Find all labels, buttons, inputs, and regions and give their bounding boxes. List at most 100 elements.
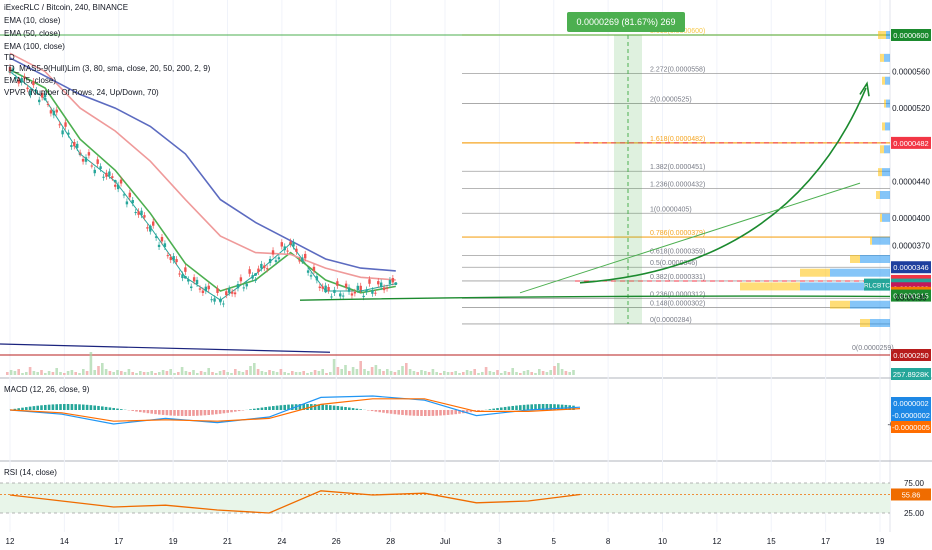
- candle-body: [40, 93, 44, 98]
- macd-series-macd[interactable]: [9, 395, 581, 425]
- volume-bar: [519, 373, 522, 375]
- macd-histogram-bar: [553, 404, 556, 410]
- support-curve[interactable]: [299, 295, 891, 301]
- indicator-ema100[interactable]: EMA (100, close): [4, 42, 65, 51]
- candle-body: [8, 67, 12, 72]
- candle-body: [341, 295, 345, 297]
- candle-body: [385, 287, 389, 289]
- macd-histogram-bar: [515, 405, 518, 410]
- rsi-title[interactable]: RSI (14, close): [4, 468, 57, 477]
- price-series-ema-50-close-[interactable]: [9, 52, 396, 281]
- x-axis-label: 19: [169, 537, 178, 546]
- macd-histogram-bar: [101, 406, 104, 410]
- candle-body: [201, 290, 205, 294]
- macd-histogram-bar: [70, 404, 74, 410]
- candle-body: [102, 176, 105, 178]
- rsi-axis-tick-75: 75.00: [904, 479, 925, 488]
- volume-bar: [89, 352, 93, 375]
- volume-tag: 257.8928K: [893, 370, 929, 379]
- price-series-ema-100-close-[interactable]: [9, 57, 396, 272]
- candle-body: [330, 296, 333, 298]
- rsi-series[interactable]: [9, 490, 581, 514]
- indicator-ema50[interactable]: EMA (50, close): [4, 29, 61, 38]
- volume-bar: [492, 372, 495, 375]
- macd-histogram-bar: [530, 404, 533, 410]
- volume-bar: [226, 372, 229, 375]
- vpvr-bar-down: [882, 168, 890, 177]
- volume-bar: [477, 373, 480, 375]
- macd-histogram-bar: [344, 406, 347, 410]
- macd-histogram-bar: [287, 404, 290, 410]
- macd-histogram-bar: [218, 410, 222, 414]
- macd-histogram-bar: [268, 406, 271, 410]
- macd-histogram-bar: [230, 410, 233, 413]
- candle-body: [17, 79, 20, 84]
- macd-histogram-bar: [131, 410, 134, 411]
- macd-histogram-bar: [427, 410, 431, 416]
- candle-body: [298, 260, 301, 262]
- indicator-td[interactable]: TD: [4, 53, 15, 62]
- candle-body: [227, 288, 231, 293]
- volume-bar: [139, 371, 142, 375]
- candle-body: [52, 110, 56, 116]
- macd-histogram-bar: [188, 410, 191, 416]
- indicator-vpvr[interactable]: VPVR (Number Of Rows, 24, Up/Down, 70): [4, 88, 159, 97]
- macd-histogram-bar: [234, 410, 237, 412]
- volume-bar: [234, 369, 237, 375]
- vpvr-bar-up: [830, 300, 850, 309]
- candle-body: [172, 256, 175, 261]
- macd-histogram-bar: [538, 404, 541, 410]
- candle-body: [277, 257, 281, 260]
- vpvr-bar-up: [880, 213, 882, 222]
- volume-bar: [367, 371, 370, 375]
- volume-bar: [351, 367, 355, 375]
- vpvr-bar-up: [876, 191, 880, 199]
- volume-bar: [329, 372, 332, 375]
- macd-histogram-bar: [222, 410, 226, 414]
- volume-bar: [538, 369, 541, 375]
- projection-line[interactable]: [519, 182, 861, 294]
- candle-body: [356, 285, 359, 291]
- x-axis-label: 19: [876, 537, 885, 546]
- volume-bar: [344, 365, 347, 375]
- macd-histogram-bar: [560, 404, 564, 410]
- macd-histogram-bar: [500, 407, 503, 410]
- trendline-descending[interactable]: [0, 343, 331, 353]
- macd-histogram-bar: [439, 410, 442, 416]
- candle-body: [96, 159, 99, 164]
- volume-bar: [439, 373, 442, 375]
- projection-arrow-curve[interactable]: [579, 87, 867, 284]
- vpvr-bar-up: [878, 168, 882, 177]
- candle-body: [87, 152, 91, 156]
- price-series-ema-10-close-[interactable]: [9, 68, 396, 294]
- macd-title[interactable]: MACD (12, 26, close, 9): [4, 385, 90, 394]
- price-axis-tick: 0.0000520: [892, 104, 930, 113]
- x-axis-label: 21: [223, 537, 232, 546]
- indicator-ema10[interactable]: EMA (10, close): [4, 16, 61, 25]
- x-axis-label: 24: [277, 537, 286, 546]
- macd-histogram-bar: [211, 410, 214, 415]
- candle-body: [143, 215, 146, 218]
- candle-body: [321, 286, 324, 289]
- vpvr-bar-down: [885, 76, 890, 85]
- macd-histogram-bar: [25, 407, 28, 410]
- volume-bar: [120, 371, 123, 375]
- candle-body: [315, 276, 319, 281]
- volume-bar: [196, 373, 199, 375]
- indicator-ema5[interactable]: EMA (5, close): [4, 76, 56, 85]
- candle-body: [181, 274, 184, 279]
- candle-body: [114, 184, 117, 187]
- macd-histogram-bar: [450, 410, 454, 415]
- macd-histogram-bar: [17, 408, 20, 410]
- candle-body: [29, 90, 32, 96]
- volume-bar: [44, 373, 47, 375]
- candle-body: [236, 284, 240, 289]
- indicator-td-mas[interactable]: TD_MAS5-9(Hull)Lim (3, 80, sma, close, 2…: [4, 64, 211, 73]
- x-axis-label: 8: [606, 537, 611, 546]
- volume-bar: [74, 372, 77, 375]
- volume-bar: [401, 366, 404, 375]
- price-point: [254, 273, 258, 277]
- measure-label-box[interactable]: [567, 12, 685, 32]
- macd-series-signal[interactable]: [9, 398, 581, 422]
